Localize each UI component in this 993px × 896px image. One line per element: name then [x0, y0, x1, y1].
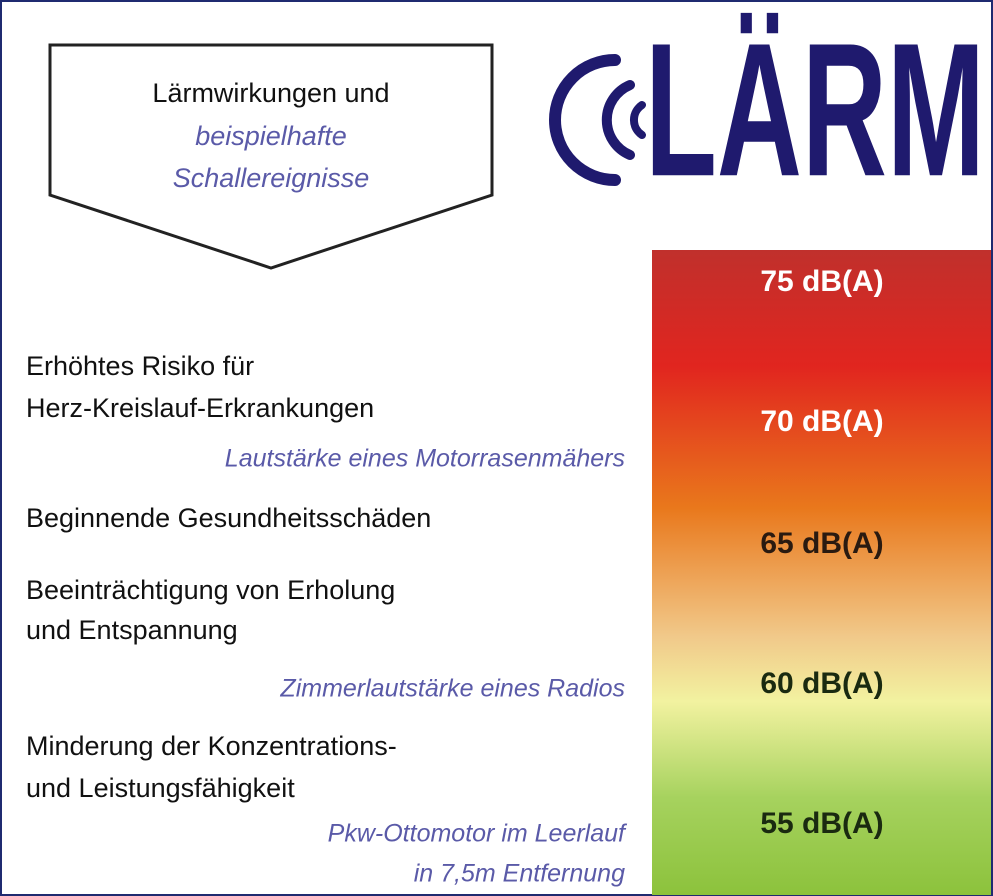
effect: Minderung der Konzentrations- — [26, 731, 397, 761]
db-label: 60 dB(A) — [760, 667, 883, 700]
db-label: 65 dB(A) — [760, 527, 883, 560]
effect: Erhöhtes Risiko für — [26, 351, 254, 381]
scale-bar — [652, 250, 991, 895]
box-line: beispielhafte — [195, 121, 347, 151]
logo: LÄRM — [645, 4, 985, 216]
db-label: 75 dB(A) — [760, 265, 883, 298]
effect: und Entspannung — [26, 615, 238, 645]
effect: Beeinträchtigung von Erholung — [26, 575, 395, 605]
db-label: 55 dB(A) — [760, 807, 883, 840]
effect: Beginnende Gesundheitsschäden — [26, 503, 431, 533]
effect: Herz-Kreislauf-Erkrankungen — [26, 393, 374, 423]
effect: und Leistungsfähigkeit — [26, 773, 295, 803]
db-label: 70 dB(A) — [760, 405, 883, 438]
box-line: Schallereignisse — [173, 163, 370, 193]
example: Zimmerlautstärke eines Radios — [279, 675, 625, 703]
example: in 7,5m Entfernung — [414, 860, 625, 888]
example: Lautstärke eines Motorrasenmähers — [225, 445, 625, 473]
example: Pkw-Ottomotor im Leerlauf — [328, 820, 628, 848]
page: Lärmwirkungen und beispielhafte Schaller… — [0, 0, 993, 896]
poster: Lärmwirkungen und beispielhafte Schaller… — [0, 0, 993, 896]
box-line: Lärmwirkungen und — [152, 78, 389, 108]
